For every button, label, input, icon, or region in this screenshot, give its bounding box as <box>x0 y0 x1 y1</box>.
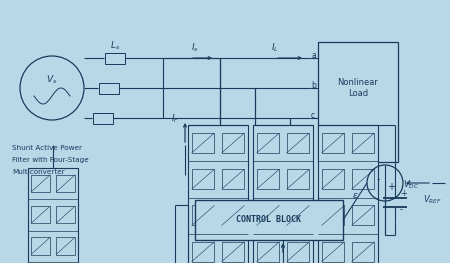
Bar <box>31 237 50 255</box>
Bar <box>351 242 374 262</box>
Bar <box>287 133 310 153</box>
Text: $L_s$: $L_s$ <box>110 40 120 52</box>
Bar <box>256 169 279 189</box>
Bar <box>56 175 75 192</box>
Bar <box>221 242 244 262</box>
Bar <box>351 205 374 225</box>
Bar <box>192 133 214 153</box>
Text: $V_{REF}$: $V_{REF}$ <box>423 193 441 205</box>
Text: Multiconverter: Multiconverter <box>12 169 65 175</box>
Bar <box>31 206 50 223</box>
Text: $I_s$: $I_s$ <box>191 42 199 54</box>
Bar <box>192 205 214 225</box>
Bar <box>56 237 75 255</box>
Bar <box>322 242 344 262</box>
Bar <box>31 175 50 192</box>
Bar <box>287 242 310 262</box>
Bar <box>221 205 244 225</box>
Bar <box>322 169 344 189</box>
Bar <box>322 205 344 225</box>
Text: $I_L$: $I_L$ <box>271 42 279 54</box>
Bar <box>256 242 279 262</box>
Text: -: - <box>376 174 380 184</box>
Bar <box>318 125 378 263</box>
Text: b: b <box>311 80 316 89</box>
Text: Shunt Active Power: Shunt Active Power <box>12 145 82 151</box>
Bar <box>195 200 343 240</box>
Bar <box>221 133 244 153</box>
Bar <box>351 133 374 153</box>
Bar <box>56 206 75 223</box>
Bar <box>256 133 279 153</box>
Bar <box>253 125 313 263</box>
Bar <box>221 169 244 189</box>
Text: +: + <box>387 182 395 192</box>
Bar <box>287 169 310 189</box>
Bar <box>256 205 279 225</box>
Text: Filter with Four-Stage: Filter with Four-Stage <box>12 157 89 163</box>
Text: -: - <box>400 205 403 215</box>
Text: CONTROL BLOCK: CONTROL BLOCK <box>237 215 302 225</box>
Bar <box>192 169 214 189</box>
Bar <box>318 42 398 162</box>
Text: +: + <box>400 189 407 198</box>
Bar <box>188 125 248 263</box>
Text: $V_{DC}$: $V_{DC}$ <box>403 179 419 191</box>
Bar <box>99 83 119 94</box>
Bar <box>351 169 374 189</box>
Bar <box>192 242 214 262</box>
Text: c: c <box>311 110 315 119</box>
Bar <box>322 133 344 153</box>
Bar <box>93 113 113 124</box>
Text: $V_s$: $V_s$ <box>46 74 58 86</box>
Text: $\varepsilon$: $\varepsilon$ <box>352 190 358 200</box>
Bar <box>105 53 125 63</box>
Bar <box>28 168 78 263</box>
Text: Nonlinear
Load: Nonlinear Load <box>338 78 378 98</box>
Text: a: a <box>311 50 316 59</box>
Text: $I_F$: $I_F$ <box>171 113 179 125</box>
Bar <box>287 205 310 225</box>
